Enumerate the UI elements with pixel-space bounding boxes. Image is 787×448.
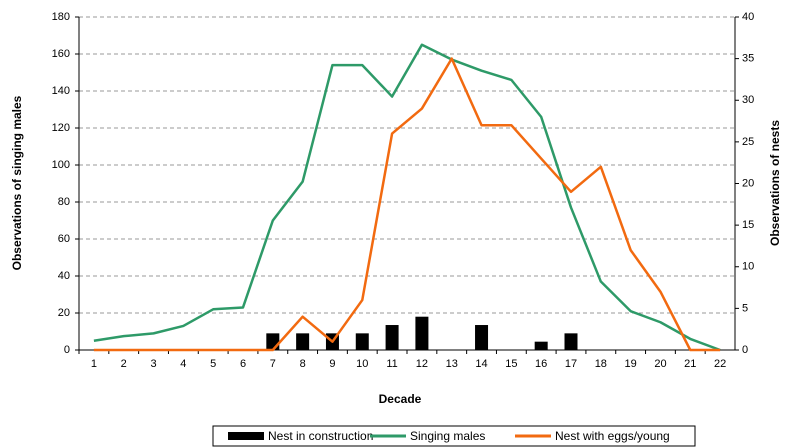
x-tick-label: 1 xyxy=(91,358,97,370)
bar xyxy=(296,333,310,350)
x-tick-label: 8 xyxy=(300,358,306,370)
x-tick-label: 20 xyxy=(654,358,666,370)
x-tick-label: 3 xyxy=(150,358,156,370)
bar xyxy=(415,316,429,350)
x-axis-title: Decade xyxy=(379,392,422,406)
y2-tick-label: 25 xyxy=(742,136,754,148)
x-tick-label: 19 xyxy=(625,358,637,370)
legend-label: Nest with eggs/young xyxy=(555,429,670,443)
legend-box xyxy=(212,425,696,447)
y-axis-title: Observations of singing males xyxy=(10,95,24,270)
legend-label: Singing males xyxy=(410,429,485,443)
y-tick-label: 160 xyxy=(52,48,70,60)
y-tick-label: 60 xyxy=(58,233,70,245)
bar xyxy=(355,333,369,350)
x-tick-label: 10 xyxy=(356,358,368,370)
bar xyxy=(564,333,578,350)
line xyxy=(93,43,721,352)
y-tick-label: 180 xyxy=(52,11,70,23)
y-tick-label: 100 xyxy=(52,159,70,171)
bar xyxy=(266,333,280,350)
x-tick-label: 12 xyxy=(416,358,428,370)
y2-tick-label: 10 xyxy=(742,261,754,273)
y-tick-label: 120 xyxy=(52,122,70,134)
x-tick-label: 18 xyxy=(595,358,607,370)
bar xyxy=(475,325,489,350)
x-tick-label: 9 xyxy=(329,358,335,370)
y-tick-label: 40 xyxy=(58,270,70,282)
y2-tick-label: 5 xyxy=(742,302,748,314)
y-tick-label: 80 xyxy=(58,196,70,208)
bar xyxy=(385,325,399,350)
y2-axis-title: Observations of nests xyxy=(768,120,782,246)
bar xyxy=(534,341,548,350)
y-tick-label: 20 xyxy=(58,307,70,319)
y2-tick-label: 40 xyxy=(742,11,754,23)
x-tick-label: 4 xyxy=(180,358,186,370)
y2-tick-label: 15 xyxy=(742,219,754,231)
x-tick-label: 13 xyxy=(446,358,458,370)
y2-tick-label: 30 xyxy=(742,94,754,106)
x-tick-label: 5 xyxy=(210,358,216,370)
y2-tick-label: 35 xyxy=(742,53,754,65)
x-tick-label: 22 xyxy=(714,358,726,370)
x-tick-label: 7 xyxy=(270,358,276,370)
x-tick-label: 14 xyxy=(475,358,487,370)
x-tick-label: 21 xyxy=(684,358,696,370)
x-tick-label: 16 xyxy=(535,358,547,370)
x-tick-label: 6 xyxy=(240,358,246,370)
legend-label: Nest in construction xyxy=(268,429,373,443)
y-tick-label: 140 xyxy=(52,85,70,97)
x-tick-label: 11 xyxy=(386,358,397,370)
x-tick-label: 2 xyxy=(121,358,127,370)
line xyxy=(93,57,721,352)
legend-swatch xyxy=(228,432,264,440)
x-tick-label: 17 xyxy=(565,358,577,370)
x-tick-label: 15 xyxy=(505,358,517,370)
y-tick-label: 0 xyxy=(64,344,70,356)
y2-tick-label: 0 xyxy=(742,344,748,356)
y2-tick-label: 20 xyxy=(742,177,754,189)
